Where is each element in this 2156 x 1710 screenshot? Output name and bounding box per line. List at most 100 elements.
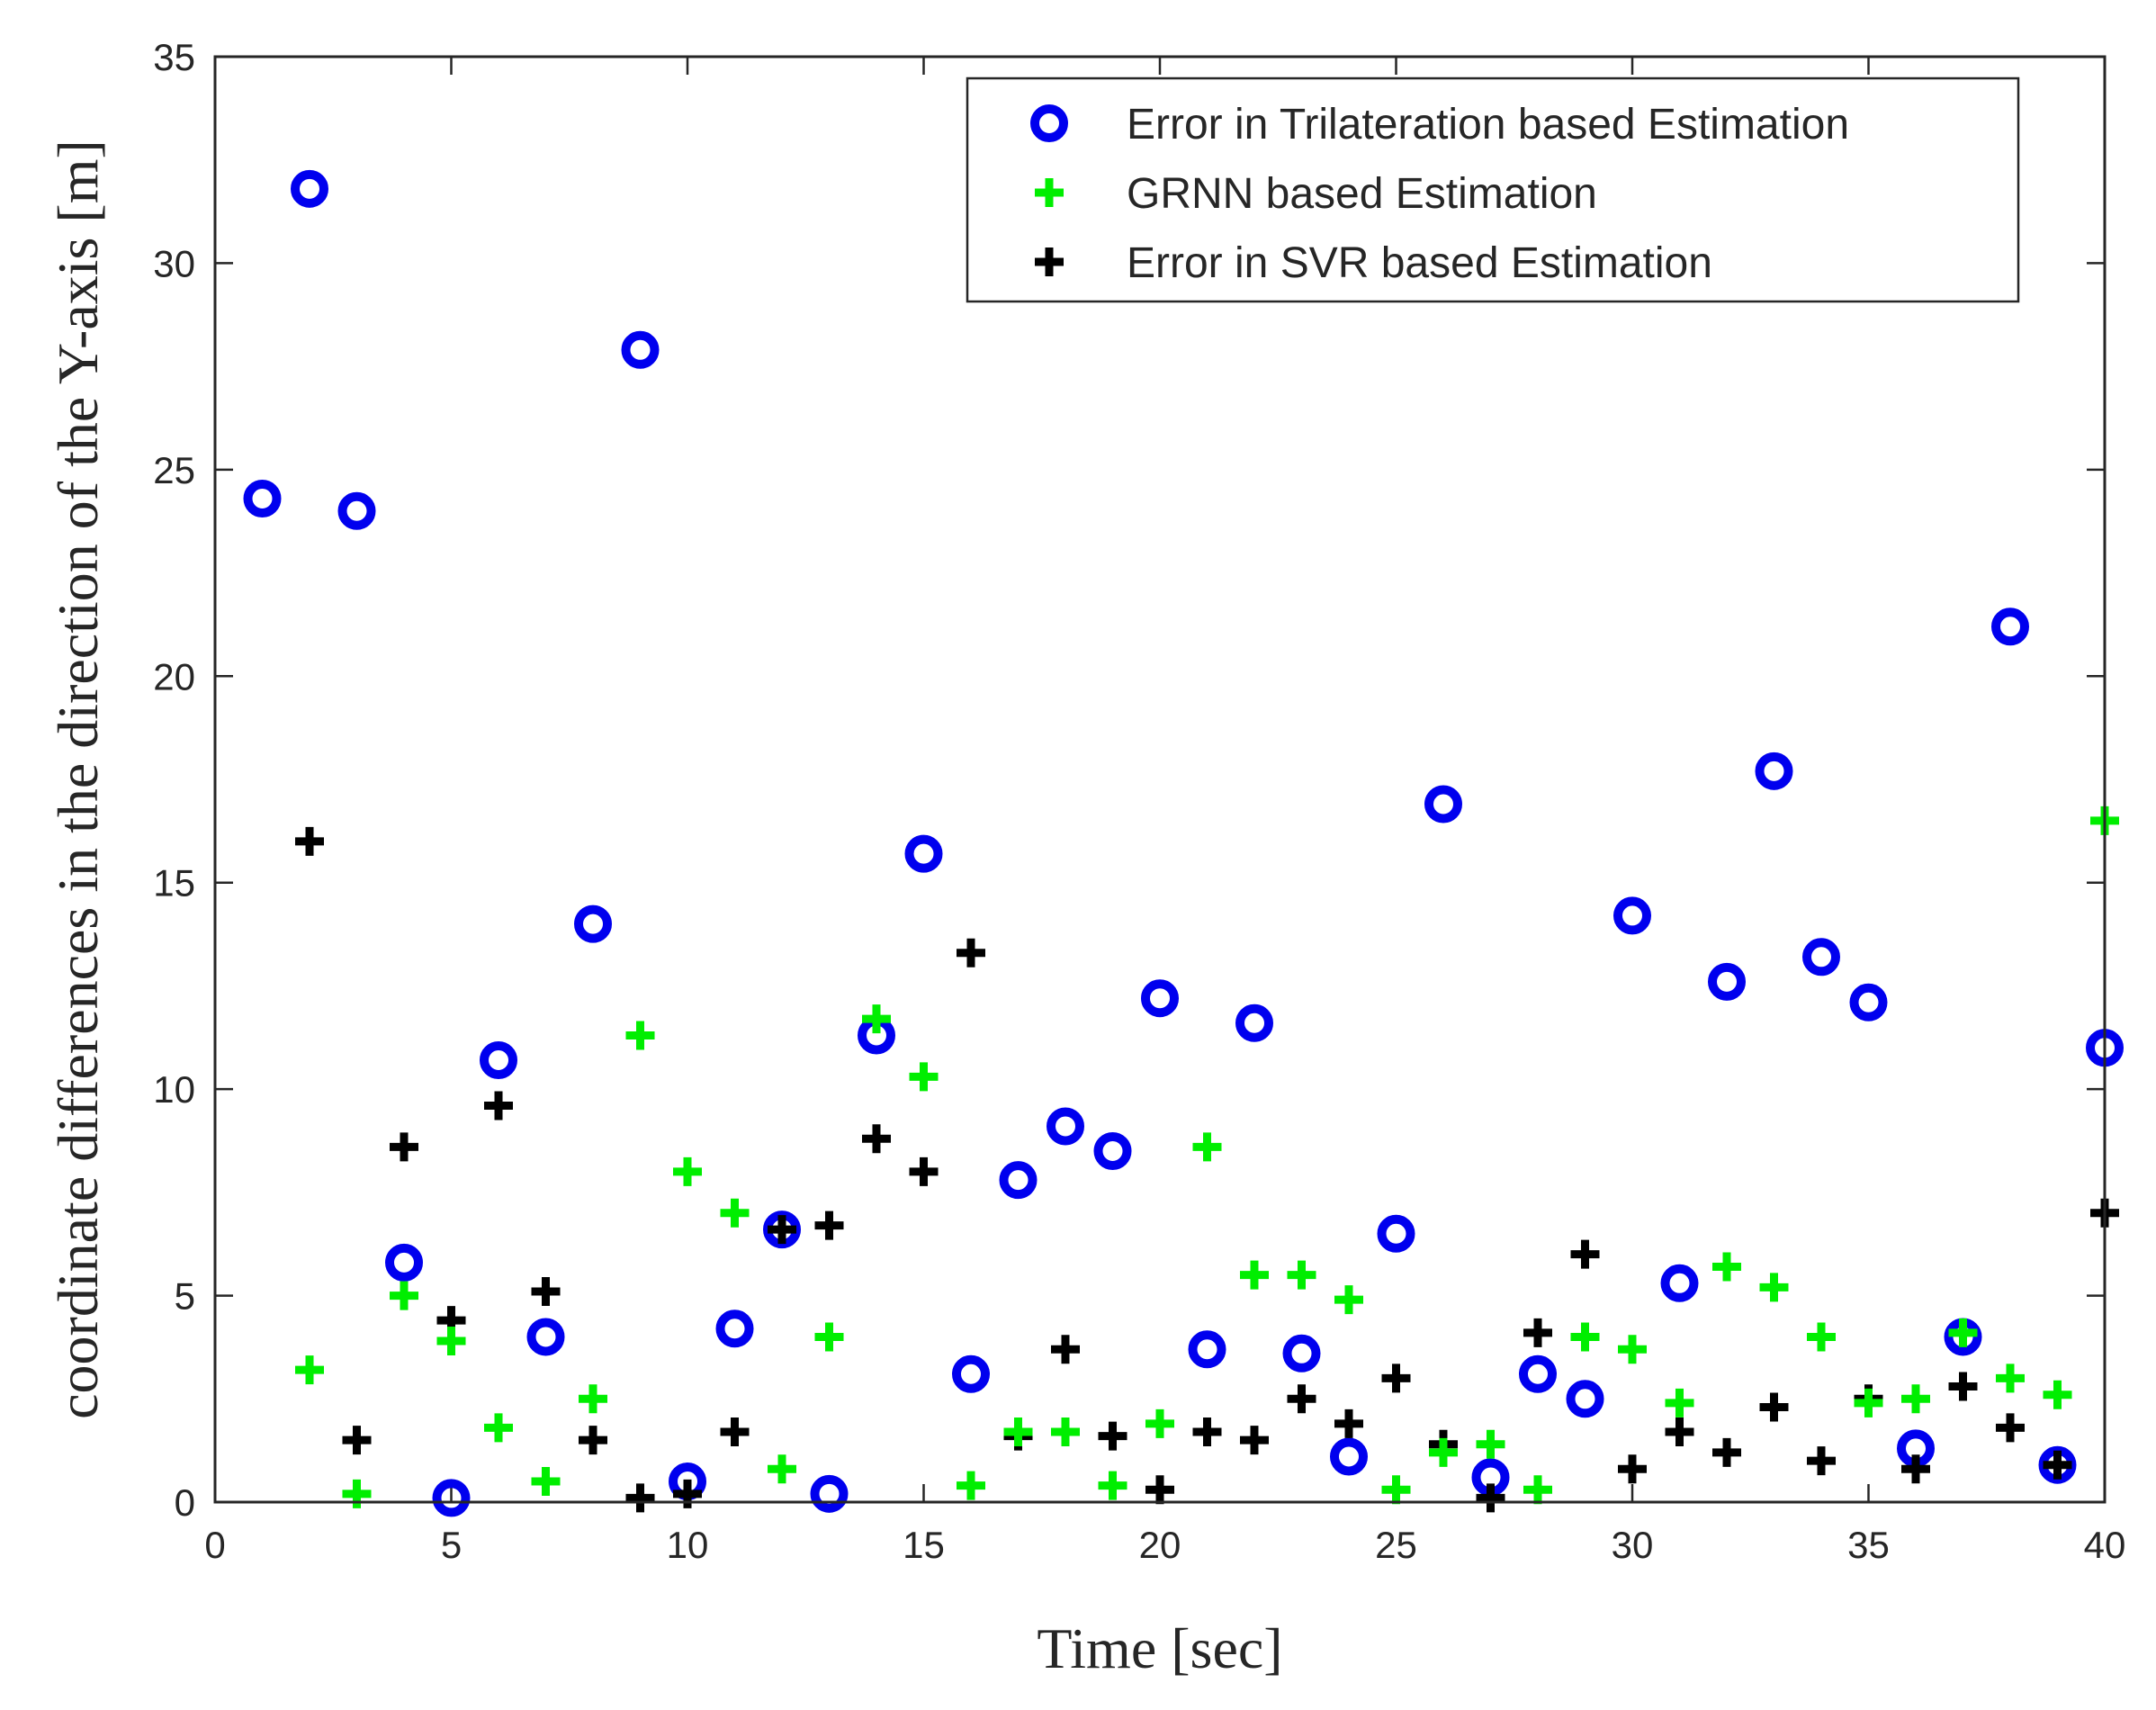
x-tick-label: 25 — [1375, 1524, 1417, 1566]
plus-marker-point — [1665, 1388, 1694, 1418]
circle-marker-point — [385, 1243, 423, 1282]
plus-marker-point — [909, 1062, 939, 1092]
plus-marker-point — [2043, 1450, 2072, 1480]
circle-marker-point — [1093, 1131, 1132, 1170]
plus-marker-point — [1051, 1335, 1080, 1364]
legend-item: Error in SVR based Estimation — [1035, 239, 1712, 287]
legend-marker — [1035, 178, 1064, 207]
plus-marker-point — [1570, 1322, 1600, 1352]
circle-marker-point — [574, 904, 612, 943]
x-tick-label: 20 — [1139, 1524, 1181, 1566]
plus-marker-point — [1854, 1388, 1883, 1418]
plus-marker-point — [390, 1132, 418, 1162]
plus-marker-point — [1476, 1483, 1505, 1513]
x-tick-label: 35 — [1847, 1524, 1890, 1566]
y-tick-label: 25 — [153, 449, 195, 491]
plus-marker-point — [1098, 1471, 1127, 1500]
plus-marker-point — [1098, 1421, 1127, 1451]
plus-marker-point — [295, 826, 324, 856]
y-tick-label: 0 — [175, 1481, 195, 1524]
circle-marker-point — [1377, 1214, 1415, 1253]
y-tick-label: 35 — [153, 36, 195, 78]
plus-marker-point — [1240, 1426, 1269, 1455]
y-tick-label: 20 — [153, 655, 195, 698]
circle-marker-point — [1235, 1004, 1273, 1042]
plus-marker-point — [1996, 1413, 2025, 1443]
plus-marker-point — [1240, 1260, 1269, 1290]
plus-marker-point — [484, 1413, 513, 1443]
plus-marker-point — [436, 1327, 466, 1356]
circle-marker-point — [621, 330, 660, 369]
circle-marker-point — [526, 1318, 565, 1356]
plus-marker-point — [1287, 1260, 1316, 1290]
plus-marker-point — [579, 1426, 607, 1455]
plus-marker-point — [625, 1021, 655, 1050]
plus-marker-point — [1996, 1364, 2025, 1393]
y-tick-label: 15 — [153, 862, 195, 904]
plus-marker-point — [390, 1281, 418, 1310]
circle-marker-point — [1802, 938, 1840, 976]
circle-marker-point — [1755, 752, 1793, 790]
circle-marker-point — [1849, 983, 1888, 1022]
plus-marker-point — [2043, 1380, 2072, 1409]
plus-marker-point — [1807, 1446, 1836, 1476]
plus-marker-point — [909, 1156, 939, 1186]
plus-marker-point — [720, 1417, 750, 1446]
circle-marker-point — [1991, 608, 2029, 646]
plus-marker-point — [862, 1004, 891, 1034]
plus-marker-point — [1570, 1239, 1600, 1269]
plus-marker-point — [531, 1467, 561, 1497]
plus-marker-point — [1901, 1384, 1930, 1414]
plus-marker-point — [1665, 1417, 1694, 1446]
plus-marker-point — [1948, 1318, 1978, 1347]
plus-marker-point — [1618, 1454, 1647, 1484]
circle-marker-point — [1282, 1334, 1321, 1372]
plus-marker-point — [814, 1322, 844, 1352]
x-axis: 0 5 10 15 20 25 30 35 40 — [204, 57, 2125, 1566]
circle-marker-point — [1708, 962, 1746, 1001]
plus-marker-point — [1807, 1322, 1836, 1352]
plus-marker-point — [1523, 1475, 1552, 1505]
plus-marker-point — [768, 1454, 796, 1484]
plus-marker-point — [1334, 1285, 1363, 1315]
x-tick-label: 10 — [667, 1524, 709, 1566]
plus-marker-point — [1948, 1372, 1978, 1401]
legend-marker — [1035, 248, 1064, 276]
plus-marker-point — [1381, 1364, 1411, 1393]
plus-marker-point — [768, 1215, 796, 1245]
circle-marker-point — [480, 1041, 517, 1080]
plus-marker-point — [1145, 1475, 1174, 1505]
circle-marker-point — [1566, 1380, 1604, 1418]
plot-area-frame — [213, 55, 2107, 1504]
circle-marker-point — [810, 1474, 849, 1513]
circle-marker-point — [1613, 896, 1651, 935]
plus-marker-point — [814, 1210, 844, 1240]
legend-label: GRNN based Estimation — [1127, 170, 1597, 218]
plus-marker-point — [673, 1156, 702, 1186]
plus-marker-point — [1759, 1273, 1789, 1302]
circle-marker-point — [1424, 785, 1462, 824]
plus-marker-point — [1192, 1132, 1222, 1162]
y-axis-label: coordinate differences in the direction … — [46, 140, 110, 1419]
plus-marker-point — [342, 1426, 372, 1455]
plus-marker-point — [1287, 1384, 1316, 1414]
circle-marker-point — [432, 1479, 471, 1517]
plus-marker-point — [1523, 1318, 1552, 1347]
x-tick-label: 40 — [2084, 1524, 2126, 1566]
legend-item: GRNN based Estimation — [1035, 170, 1597, 218]
plus-marker-point — [1145, 1408, 1174, 1438]
circle-marker-point — [291, 169, 328, 208]
legend-label: Error in SVR based Estimation — [1127, 239, 1712, 287]
circle-marker-point — [1047, 1107, 1084, 1146]
x-axis-label: Time [sec] — [1037, 1616, 1282, 1680]
circle-marker-point — [243, 479, 282, 518]
y-axis: 0 5 10 15 20 25 30 35 — [153, 36, 2105, 1524]
legend: Error in Trilateration based Estimation G… — [966, 76, 2020, 303]
plus-marker-point — [957, 1471, 985, 1500]
plus-marker-point — [1618, 1335, 1647, 1364]
legend-box — [966, 76, 2020, 303]
circle-marker-point — [337, 491, 376, 530]
y-tick-label: 10 — [153, 1068, 195, 1111]
plus-marker-point — [1429, 1437, 1458, 1467]
